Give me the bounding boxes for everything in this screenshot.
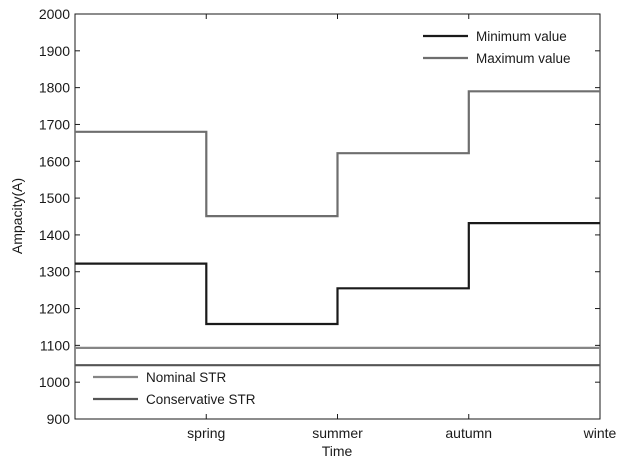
y-tick-label: 1100 — [40, 337, 70, 353]
y-tick-label: 1800 — [39, 80, 70, 96]
y-tick-label: 1700 — [39, 116, 70, 132]
x-tick-label: winte — [583, 425, 617, 441]
x-tick-label: spring — [187, 425, 225, 441]
y-tick-label: 1400 — [39, 227, 70, 243]
legend-label-nominal-str: Nominal STR — [146, 370, 227, 385]
x-axis-label: Time — [322, 443, 353, 459]
y-tick-label: 1000 — [39, 374, 70, 390]
legend-label-minimum-value: Minimum value — [476, 29, 567, 44]
y-tick-label: 1600 — [39, 153, 70, 169]
series-layer — [75, 90, 600, 367]
legend-layer: Minimum value Maximum value Nominal STR Con… — [93, 29, 571, 407]
y-axis-label: Ampacity(A) — [9, 178, 25, 254]
legend-label-maximum-value: Maximum value — [476, 51, 571, 66]
series-line-minimum-value — [75, 222, 600, 326]
series-line-maximum-value — [75, 90, 600, 218]
y-tick-label: 900 — [47, 411, 71, 427]
y-tick-label: 1500 — [39, 190, 70, 206]
x-tick-label: autumn — [445, 425, 492, 441]
y-tick-label: 1200 — [39, 301, 70, 317]
y-tick-label: 1300 — [39, 264, 70, 280]
legend-label-conservative-str: Conservative STR — [146, 392, 256, 407]
x-tick-label: summer — [312, 425, 363, 441]
x-axis: spring summer autumn winte — [187, 14, 617, 441]
y-axis: 900 1000 1100 1200 1300 1400 1500 1600 1700 1800 1… — [39, 6, 600, 427]
y-tick-label: 2000 — [39, 6, 70, 22]
y-tick-label: 1900 — [39, 43, 70, 59]
